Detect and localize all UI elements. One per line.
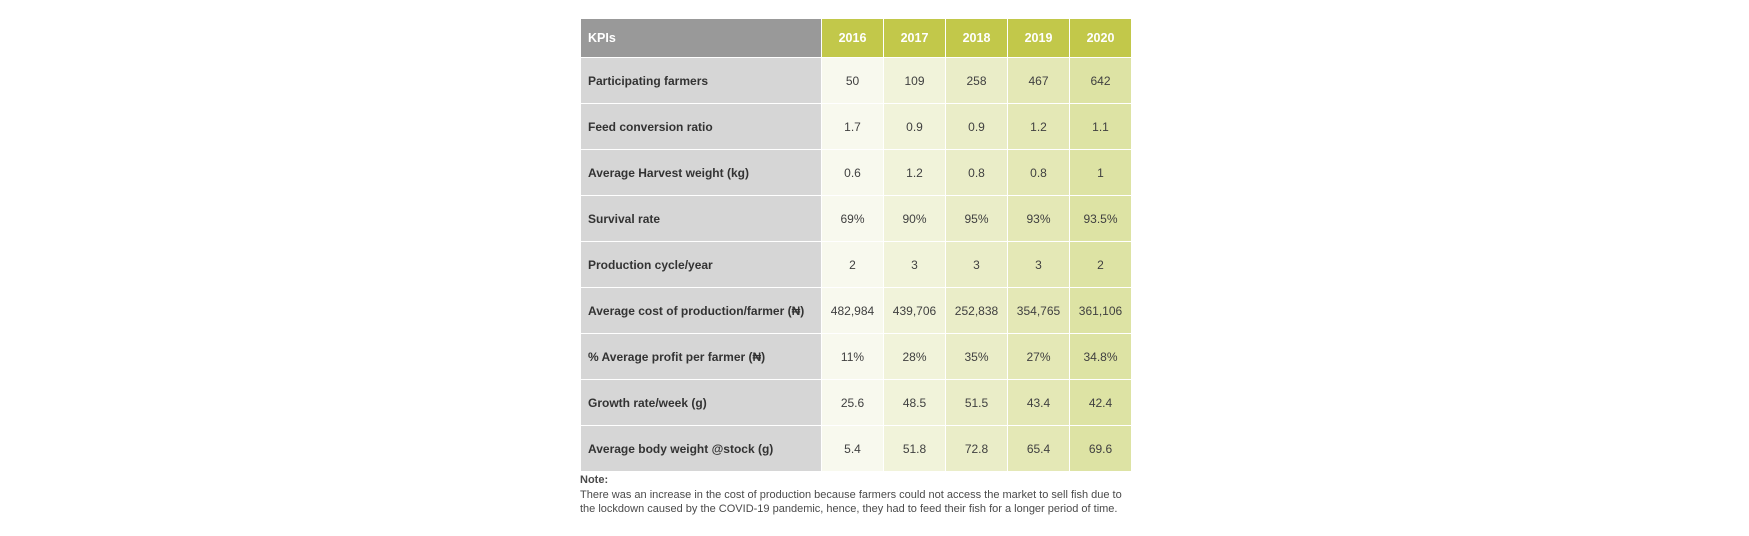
- header-kpis: KPIs: [580, 18, 822, 58]
- table-row: Average cost of production/farmer (₦) 482…: [580, 287, 1132, 334]
- value-cell: 0.8: [945, 149, 1008, 196]
- value-cell: 95%: [945, 195, 1008, 242]
- value-cell: 1.2: [883, 149, 946, 196]
- value-cell: 354,765: [1007, 287, 1070, 334]
- value-cell: 48.5: [883, 379, 946, 426]
- note: Note: There was an increase in the cost …: [580, 473, 1140, 517]
- value-cell: 69%: [821, 195, 884, 242]
- row-label: % Average profit per farmer (₦): [580, 333, 822, 380]
- value-cell: 11%: [821, 333, 884, 380]
- table-row: % Average profit per farmer (₦) 11% 28% 35%…: [580, 333, 1132, 380]
- row-label: Production cycle/year: [580, 241, 822, 288]
- row-label: Average body weight @stock (g): [580, 425, 822, 472]
- value-cell: 25.6: [821, 379, 884, 426]
- header-year: 2016: [821, 18, 884, 58]
- row-label: Participating farmers: [580, 57, 822, 104]
- value-cell: 2: [821, 241, 884, 288]
- value-cell: 439,706: [883, 287, 946, 334]
- table-row: Growth rate/week (g) 25.6 48.5 51.5 43.4 42.4: [580, 379, 1132, 426]
- value-cell: 42.4: [1069, 379, 1132, 426]
- value-cell: 2: [1069, 241, 1132, 288]
- table-row: Survival rate 69% 90% 95% 93% 93.5%: [580, 195, 1132, 242]
- value-cell: 3: [945, 241, 1008, 288]
- value-cell: 72.8: [945, 425, 1008, 472]
- value-cell: 35%: [945, 333, 1008, 380]
- value-cell: 361,106: [1069, 287, 1132, 334]
- table-row: Average Harvest weight (kg) 0.6 1.2 0.8 0.8 1: [580, 149, 1132, 196]
- value-cell: 3: [1007, 241, 1070, 288]
- value-cell: 258: [945, 57, 1008, 104]
- value-cell: 65.4: [1007, 425, 1070, 472]
- table-row: Production cycle/year 2 3 3 3 2: [580, 241, 1132, 288]
- value-cell: 0.9: [945, 103, 1008, 150]
- kpi-table: KPIs 2016 2017 2018 2019 2020 Participat…: [580, 18, 1132, 472]
- value-cell: 50: [821, 57, 884, 104]
- value-cell: 93%: [1007, 195, 1070, 242]
- value-cell: 43.4: [1007, 379, 1070, 426]
- header-year: 2017: [883, 18, 946, 58]
- value-cell: 3: [883, 241, 946, 288]
- table-row: Feed conversion ratio 1.7 0.9 0.9 1.2 1.1: [580, 103, 1132, 150]
- header-year: 2019: [1007, 18, 1070, 58]
- value-cell: 51.5: [945, 379, 1008, 426]
- header-year: 2018: [945, 18, 1008, 58]
- value-cell: 34.8%: [1069, 333, 1132, 380]
- header-year: 2020: [1069, 18, 1132, 58]
- value-cell: 1: [1069, 149, 1132, 196]
- row-label: Feed conversion ratio: [580, 103, 822, 150]
- table-row: Average body weight @stock (g) 5.4 51.8 72.…: [580, 425, 1132, 472]
- value-cell: 28%: [883, 333, 946, 380]
- table-row: Participating farmers 50 109 258 467 642: [580, 57, 1132, 104]
- value-cell: 0.9: [883, 103, 946, 150]
- table-header-row: KPIs 2016 2017 2018 2019 2020: [580, 18, 1132, 58]
- row-label: Survival rate: [580, 195, 822, 242]
- note-title: Note:: [580, 474, 609, 486]
- value-cell: 252,838: [945, 287, 1008, 334]
- value-cell: 5.4: [821, 425, 884, 472]
- note-text: There was an increase in the cost of pro…: [580, 488, 1122, 516]
- value-cell: 482,984: [821, 287, 884, 334]
- value-cell: 467: [1007, 57, 1070, 104]
- row-label: Average cost of production/farmer (₦): [580, 287, 822, 334]
- value-cell: 1.1: [1069, 103, 1132, 150]
- value-cell: 69.6: [1069, 425, 1132, 472]
- value-cell: 0.8: [1007, 149, 1070, 196]
- value-cell: 642: [1069, 57, 1132, 104]
- value-cell: 51.8: [883, 425, 946, 472]
- kpi-table-container: KPIs 2016 2017 2018 2019 2020 Participat…: [580, 18, 1132, 472]
- row-label: Average Harvest weight (kg): [580, 149, 822, 196]
- value-cell: 1.2: [1007, 103, 1070, 150]
- value-cell: 1.7: [821, 103, 884, 150]
- value-cell: 109: [883, 57, 946, 104]
- value-cell: 27%: [1007, 333, 1070, 380]
- value-cell: 90%: [883, 195, 946, 242]
- row-label: Growth rate/week (g): [580, 379, 822, 426]
- value-cell: 0.6: [821, 149, 884, 196]
- value-cell: 93.5%: [1069, 195, 1132, 242]
